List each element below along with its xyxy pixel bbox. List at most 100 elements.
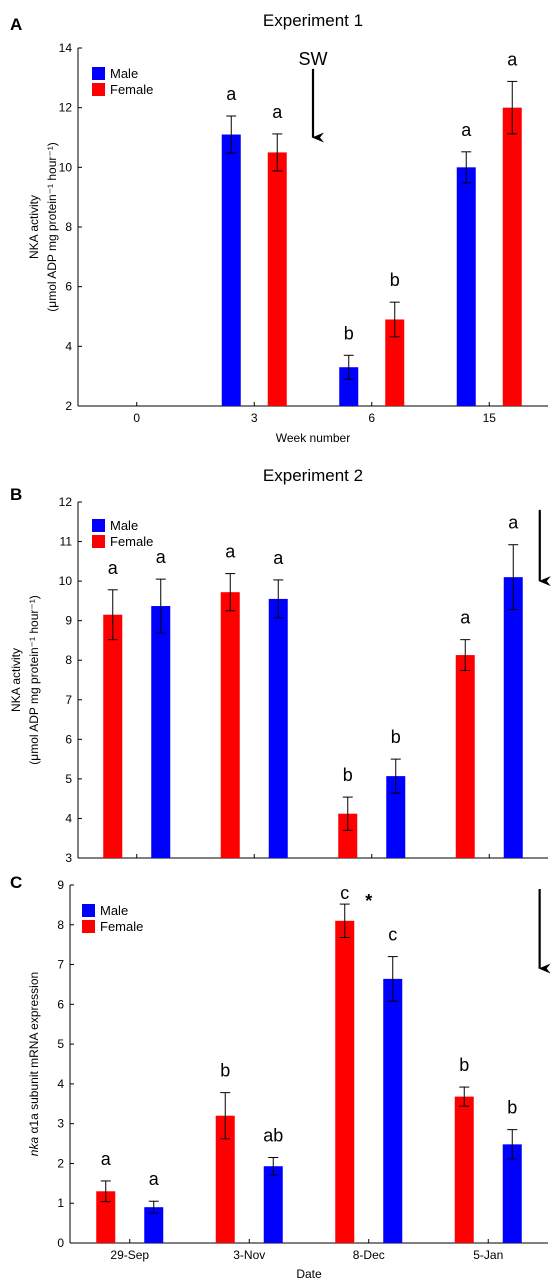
y-tick-label: 6: [57, 997, 64, 1011]
bar-male-15: [456, 167, 476, 406]
bar-female-29-Sep: [96, 1191, 116, 1243]
significance-label: a: [461, 120, 472, 140]
legend-swatch-female: [92, 83, 105, 96]
x-tick-label: 6: [368, 411, 375, 425]
y-tick-label: 7: [57, 958, 64, 972]
chart-panel-b: B Experiment 2 3 4 5 6 7 8 9 10 11 12 NKA activity (μ…: [9, 466, 551, 865]
legend-swatch-male: [92, 67, 105, 80]
significance-label: b: [459, 1055, 469, 1075]
significance-label: b: [344, 323, 354, 343]
significance-label: b: [391, 727, 401, 747]
sw-transfer-label: SW: [299, 49, 328, 69]
significance-label: a: [101, 1149, 112, 1169]
y-tick-label: 5: [65, 772, 72, 786]
bar-female-5-Jan: [455, 655, 475, 858]
y-axis-label: NKA activity: [27, 195, 41, 259]
x-tick-label: 29-Sep: [110, 1248, 149, 1262]
bar-male-29-Sep: [151, 606, 171, 858]
y-axis-label: nka α1a subunit mRNA expression: [27, 972, 41, 1156]
legend-swatch-male: [92, 519, 105, 532]
bar-female-8-Dec: [335, 920, 355, 1243]
significance-label: c: [388, 925, 397, 945]
asterisk-annotation: *: [365, 891, 372, 911]
y-tick-label: 3: [65, 851, 72, 865]
y-tick-label: 8: [65, 220, 72, 234]
y-tick-label: 5: [57, 1037, 64, 1051]
y-axis-label-gene: nka: [27, 1134, 41, 1157]
legend-label-male: Male: [110, 66, 138, 81]
bar-male-29-Sep: [144, 1207, 164, 1243]
bar-male-8-Dec: [383, 978, 403, 1243]
significance-label: b: [507, 1098, 517, 1118]
y-tick-label: 12: [59, 495, 73, 509]
significance-label: a: [225, 542, 236, 562]
bar-male-3-Nov: [268, 598, 288, 858]
bar-male-6: [339, 367, 359, 406]
y-tick-label: 6: [65, 732, 72, 746]
bar-female-3-Nov: [215, 1115, 235, 1243]
y-axis-label-text: α1a subunit mRNA expression: [27, 972, 41, 1134]
y-tick-label: 2: [65, 399, 72, 413]
significance-label: a: [156, 547, 167, 567]
y-tick-label: 10: [59, 160, 73, 174]
panel-letter: A: [10, 15, 22, 34]
y-tick-label: 8: [57, 918, 64, 932]
y-tick-label: 7: [65, 693, 72, 707]
significance-label: a: [149, 1169, 160, 1189]
legend-label-female: Female: [110, 534, 153, 549]
bar-male-3-Nov: [263, 1166, 283, 1243]
legend-swatch-male: [82, 904, 95, 917]
bar-female-3-Nov: [220, 592, 240, 858]
legend-label-male: Male: [110, 518, 138, 533]
y-tick-label: 10: [59, 574, 73, 588]
y-tick-label: 9: [57, 878, 64, 892]
bar-male-8-Dec: [386, 776, 406, 858]
significance-label: a: [508, 513, 519, 533]
panel-letter: B: [10, 485, 22, 504]
y-axis-label: NKA activity: [9, 648, 23, 712]
x-tick-label: 3-Nov: [233, 1248, 265, 1262]
x-axis-label: Date: [296, 1267, 322, 1281]
significance-label: ab: [263, 1125, 283, 1145]
x-tick-label: 5-Jan: [473, 1248, 503, 1262]
significance-label: a: [460, 608, 471, 628]
chart-title: Experiment 2: [263, 466, 363, 485]
bar-male-3: [221, 134, 241, 406]
significance-label: a: [273, 548, 284, 568]
panels: A Experiment 1 2 4 6 8 10 12 14 0 3 6 1 5 Week number N…: [9, 11, 551, 1281]
significance-label: a: [226, 84, 237, 104]
y-tick-label: 11: [60, 535, 73, 549]
panel-letter: C: [10, 873, 22, 892]
bar-male-5-Jan: [502, 1144, 522, 1243]
legend-label-male: Male: [100, 903, 128, 918]
legend-label-female: Female: [100, 919, 143, 934]
y-tick-label: 0: [57, 1236, 64, 1250]
y-tick-label: 9: [65, 614, 72, 628]
legend-label-female: Female: [110, 82, 153, 97]
bar-female-6: [385, 319, 405, 406]
bar-female-8-Dec: [338, 813, 358, 858]
y-tick-label: 6: [65, 280, 72, 294]
y-tick-label: 2: [57, 1156, 64, 1170]
y-tick-label: 4: [65, 811, 72, 825]
y-axis-label-units: (μmol ADP mg protein⁻¹ hour⁻¹): [27, 595, 41, 764]
chart-title: Experiment 1: [263, 11, 363, 30]
y-tick-label: 8: [65, 653, 72, 667]
significance-label: a: [272, 102, 283, 122]
bar-female-3: [267, 152, 287, 406]
x-tick-label: 0: [133, 411, 140, 425]
y-tick-label: 3: [57, 1117, 64, 1131]
y-tick-label: 14: [59, 41, 73, 55]
x-tick-label: 8-Dec: [353, 1248, 385, 1262]
significance-label: b: [343, 765, 353, 785]
significance-label: c: [340, 883, 349, 903]
x-axis-label: Week number: [276, 431, 350, 445]
legend-swatch-female: [82, 920, 95, 933]
significance-label: a: [507, 49, 518, 69]
bar-female-5-Jan: [454, 1096, 474, 1243]
legend-swatch-female: [92, 535, 105, 548]
bar-male-5-Jan: [503, 577, 523, 858]
y-tick-label: 1: [57, 1196, 64, 1210]
significance-label: b: [390, 270, 400, 290]
